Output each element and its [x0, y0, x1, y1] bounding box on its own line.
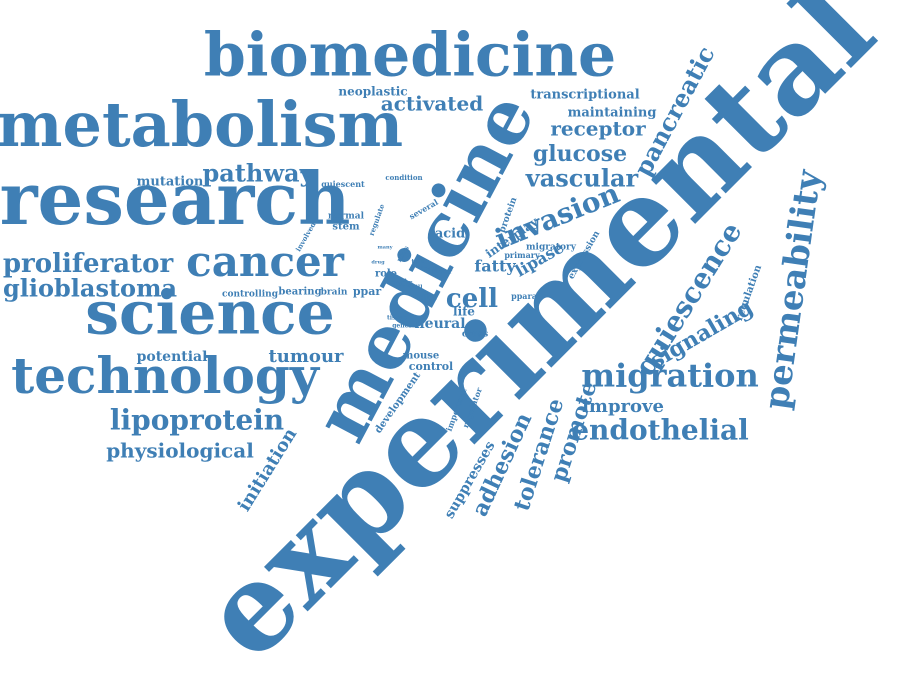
word-mouse: mouse: [403, 351, 440, 362]
word-proliferator: proliferator: [3, 249, 174, 279]
word-activated: activated: [381, 92, 484, 116]
word-vascular: vascular: [525, 164, 639, 193]
word-science: science: [85, 279, 335, 349]
word-regulate: regulate: [367, 202, 387, 237]
word-role: role: [375, 269, 397, 280]
word-neoplastic: neoplastic: [338, 85, 407, 99]
word-drug: drug: [371, 260, 385, 266]
word-condition: condition: [385, 173, 422, 182]
word-ppar: ppar: [353, 285, 382, 298]
word-tumour: tumour: [268, 346, 344, 367]
word-biomedicine: biomedicine: [204, 21, 616, 91]
word-improve: improve: [582, 396, 664, 417]
word-stem: stem: [332, 222, 360, 233]
word-factor: factor: [432, 269, 453, 276]
word-receptor: receptor: [550, 117, 646, 141]
word-migration: migration: [581, 357, 759, 395]
word-research: research: [0, 156, 350, 241]
word-axis: axis: [391, 279, 413, 290]
word-neural: neural: [414, 316, 465, 332]
word-diet: diet: [419, 292, 437, 302]
word-genes: genes: [392, 323, 412, 330]
word-cross: cross: [462, 330, 488, 340]
word-fatty: fatty: [474, 257, 516, 276]
word-quiescent: quiescent: [321, 179, 365, 189]
word-control: control: [409, 360, 453, 373]
word-bearing: bearing: [278, 287, 321, 298]
word-glioblastoma: glioblastoma: [3, 274, 177, 303]
word-pathway: pathway: [202, 159, 314, 188]
word-primary: primary: [504, 250, 540, 260]
word-life: life: [453, 305, 475, 319]
word-tissue: tissue: [387, 315, 407, 322]
word-transcriptional: transcriptional: [530, 88, 639, 103]
word-permeability: permeability: [756, 166, 829, 411]
word-brain: brain: [321, 288, 348, 298]
word-physiological: physiological: [106, 439, 254, 463]
word-talk: talk: [411, 259, 425, 266]
word-acid: acid: [435, 227, 465, 242]
word-cell: cell: [446, 284, 498, 314]
word-glucose: glucose: [533, 141, 627, 167]
word-controlling: controlling: [222, 290, 279, 300]
word-cancer: cancer: [186, 237, 345, 286]
word-endothelial: endothelial: [571, 414, 749, 447]
word-technology: technology: [11, 346, 321, 405]
word-level: level: [421, 266, 437, 273]
word-many: many: [377, 245, 393, 251]
word-still: still: [410, 285, 424, 292]
word-metabolism: metabolism: [0, 88, 403, 161]
word-ppara: ppara: [511, 291, 537, 301]
word-normal: normal: [328, 212, 365, 222]
word-mutation: mutation: [137, 175, 204, 190]
word-maintaining: maintaining: [568, 106, 657, 121]
word-potential: potential: [137, 349, 208, 365]
word-lipoprotein: lipoprotein: [110, 404, 284, 437]
word-migratory: migratory: [526, 243, 577, 253]
